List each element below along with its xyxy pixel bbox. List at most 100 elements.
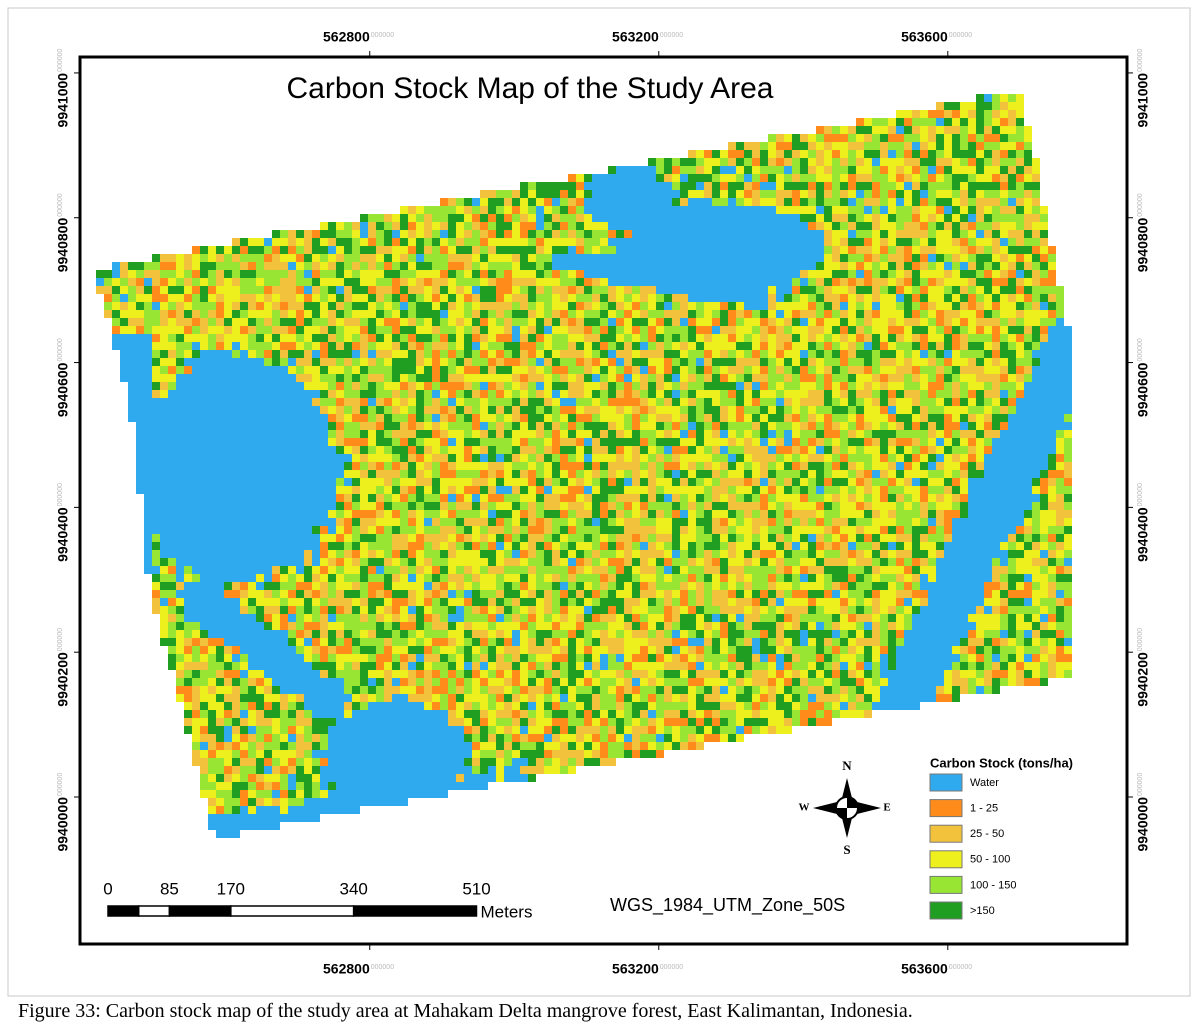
raster-cell: [984, 318, 992, 326]
raster-cell: [840, 374, 848, 382]
raster-cell: [592, 350, 600, 358]
raster-cell: [1016, 94, 1024, 102]
raster-cell: [944, 366, 952, 374]
raster-cell: [336, 486, 344, 494]
raster-cell: [1032, 358, 1040, 366]
raster-cell: [848, 302, 856, 310]
raster-cell: [768, 230, 776, 238]
raster-cell: [504, 326, 512, 334]
raster-cell: [304, 446, 312, 454]
raster-cell: [128, 374, 136, 382]
raster-cell: [896, 358, 904, 366]
raster-cell: [248, 334, 256, 342]
raster-cell: [1056, 422, 1064, 430]
raster-cell: [312, 286, 320, 294]
raster-cell: [296, 310, 304, 318]
raster-cell: [680, 350, 688, 358]
raster-cell: [144, 414, 152, 422]
raster-cell: [1016, 446, 1024, 454]
raster-cell: [640, 454, 648, 462]
raster-cell: [864, 158, 872, 166]
raster-cell: [568, 390, 576, 398]
raster-cell: [408, 262, 416, 270]
raster-cell: [512, 446, 520, 454]
raster-cell: [296, 238, 304, 246]
raster-cell: [792, 278, 800, 286]
raster-cell: [320, 390, 328, 398]
raster-cell: [912, 134, 920, 142]
raster-cell: [608, 422, 616, 430]
raster-cell: [336, 502, 344, 510]
raster-cell: [744, 214, 752, 222]
raster-cell: [280, 446, 288, 454]
raster-cell: [384, 422, 392, 430]
raster-cell: [760, 390, 768, 398]
raster-cell: [880, 294, 888, 302]
raster-cell: [408, 422, 416, 430]
raster-cell: [552, 190, 560, 198]
raster-cell: [288, 454, 296, 462]
raster-cell: [888, 454, 896, 462]
raster-cell: [936, 262, 944, 270]
raster-cell: [1000, 366, 1008, 374]
raster-cell: [848, 366, 856, 374]
raster-cell: [904, 382, 912, 390]
raster-cell: [800, 366, 808, 374]
raster-cell: [528, 334, 536, 342]
raster-cell: [848, 390, 856, 398]
raster-cell: [664, 494, 672, 502]
raster-cell: [312, 462, 320, 470]
raster-cell: [1048, 470, 1056, 478]
raster-cell: [1064, 334, 1072, 342]
raster-cell: [784, 446, 792, 454]
raster-cell: [904, 342, 912, 350]
raster-cell: [632, 358, 640, 366]
raster-cell: [944, 118, 952, 126]
raster-cell: [208, 366, 216, 374]
raster-cell: [968, 166, 976, 174]
raster-cell: [552, 470, 560, 478]
raster-cell: [128, 286, 136, 294]
raster-cell: [904, 390, 912, 398]
raster-cell: [496, 422, 504, 430]
raster-cell: [328, 422, 336, 430]
raster-cell: [848, 350, 856, 358]
raster-cell: [856, 238, 864, 246]
raster-cell: [400, 446, 408, 454]
raster-cell: [592, 510, 600, 518]
raster-cell: [808, 494, 816, 502]
raster-cell: [552, 270, 560, 278]
raster-cell: [320, 286, 328, 294]
raster-cell: [1048, 286, 1056, 294]
raster-cell: [440, 430, 448, 438]
raster-cell: [368, 470, 376, 478]
raster-cell: [536, 430, 544, 438]
raster-cell: [568, 222, 576, 230]
raster-cell: [688, 326, 696, 334]
raster-cell: [240, 294, 248, 302]
raster-cell: [288, 430, 296, 438]
raster-cell: [984, 486, 992, 494]
raster-cell: [792, 286, 800, 294]
raster-cell: [320, 382, 328, 390]
raster-cell: [920, 422, 928, 430]
raster-cell: [648, 310, 656, 318]
raster-cell: [912, 182, 920, 190]
raster-cell: [248, 478, 256, 486]
raster-cell: [632, 222, 640, 230]
raster-cell: [488, 502, 496, 510]
raster-cell: [592, 262, 600, 270]
raster-cell: [976, 334, 984, 342]
raster-cell: [440, 502, 448, 510]
raster-cell: [664, 350, 672, 358]
raster-cell: [560, 222, 568, 230]
raster-cell: [312, 238, 320, 246]
raster-cell: [464, 454, 472, 462]
raster-cell: [848, 382, 856, 390]
raster-cell: [416, 470, 424, 478]
raster-cell: [352, 446, 360, 454]
raster-cell: [672, 198, 680, 206]
raster-cell: [256, 238, 264, 246]
raster-cell: [216, 486, 224, 494]
raster-cell: [632, 406, 640, 414]
